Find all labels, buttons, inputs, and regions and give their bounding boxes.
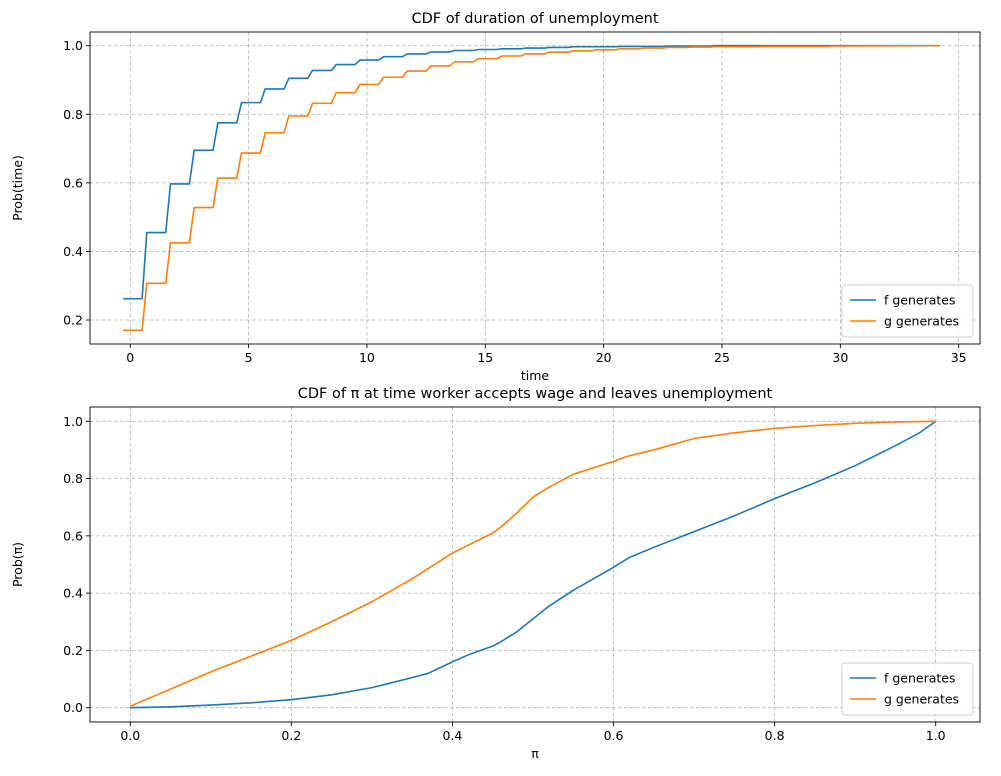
- y-tick-label: 0.6: [63, 175, 83, 190]
- y-tick-label: 1.0: [63, 38, 83, 53]
- x-axis-label: time: [521, 368, 550, 383]
- legend-label-f: f generates: [884, 671, 956, 686]
- series-line-f: [130, 420, 937, 709]
- x-axis-label: π: [531, 746, 539, 761]
- x-tick-label: 15: [477, 350, 493, 365]
- legend-box: [841, 662, 974, 716]
- y-tick-label: 0.0: [63, 700, 83, 715]
- x-tick-label: 0: [126, 350, 134, 365]
- y-tick-label: 1.0: [63, 414, 83, 429]
- chart-title: CDF of π at time worker accepts wage and…: [298, 386, 773, 402]
- x-tick-label: 20: [596, 350, 612, 365]
- chart-panel-1: 0 5 10 15 20 25 30 35 0.2 0.4 0.6 0.8 1.0 CDF of dura…: [10, 11, 981, 383]
- y-tick-label: 0.4: [63, 586, 83, 601]
- legend-label-g: g generates: [884, 314, 959, 329]
- x-tick-label: 10: [359, 350, 375, 365]
- axes-frame: [89, 406, 981, 723]
- x-tick-label: 0.8: [765, 728, 785, 743]
- legend: f generates g generates: [841, 662, 974, 716]
- legend: f generates g generates: [841, 284, 974, 338]
- y-tick-label: 0.6: [63, 528, 83, 543]
- legend-label-g: g generates: [884, 692, 959, 707]
- chart-title: CDF of duration of unemployment: [411, 11, 658, 27]
- x-tick-label: 0.6: [604, 728, 624, 743]
- legend-box: [841, 284, 974, 338]
- x-tick-label: 30: [832, 350, 848, 365]
- x-tick-label: 1.0: [926, 728, 946, 743]
- y-tick-label: 0.2: [63, 643, 83, 658]
- chart-panel-2: 0.0 0.2 0.4 0.6 0.8 1.0 0.0 0.2 0.4 0.6 0.8 1.0 CDF …: [10, 386, 981, 761]
- legend-label-f: f generates: [884, 293, 956, 308]
- y-tick-label: 0.8: [63, 471, 83, 486]
- series-line-g: [129, 420, 936, 707]
- y-tick-label: 0.2: [63, 313, 83, 328]
- x-tick-label: 0.0: [120, 728, 140, 743]
- x-tick-label: 25: [714, 350, 730, 365]
- series-line-f: [123, 44, 940, 300]
- y-axis-label: Prob(time): [10, 155, 25, 221]
- x-tick-label: 0.4: [442, 728, 462, 743]
- x-tick-label: 0.2: [281, 728, 301, 743]
- x-tick-label: 35: [951, 350, 967, 365]
- y-tick-label: 0.8: [63, 107, 83, 122]
- y-tick-label: 0.4: [63, 244, 83, 259]
- series-line-g: [123, 44, 940, 332]
- axes-frame: [89, 31, 981, 345]
- y-axis-label: Prob(π): [10, 542, 25, 587]
- x-tick-label: 5: [245, 350, 253, 365]
